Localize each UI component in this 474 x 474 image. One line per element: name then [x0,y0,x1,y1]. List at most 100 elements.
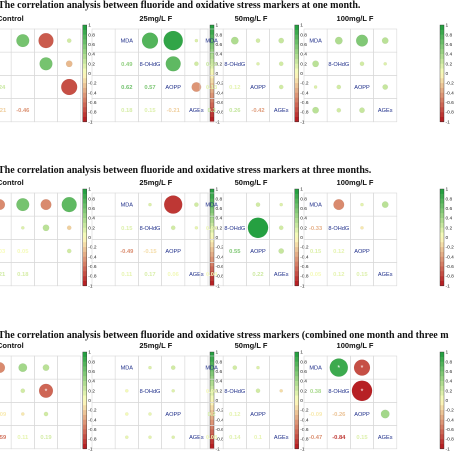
colorbar-tick: -0.8 [88,274,97,280]
grid-cell [373,425,398,450]
correlation-value: 0.12 [229,412,240,418]
colorbar-segment [82,232,87,238]
colorbar-segment [82,54,87,60]
correlation-circle [60,78,78,96]
colorbar-segment [210,271,214,277]
correlation-value: 0.55 [229,249,241,255]
colorbar-segment [294,385,299,392]
colorbar-segment [210,385,214,392]
colorbar-tick: -0.6 [216,427,225,433]
colorbar-tick: 0 [216,398,219,404]
grid-cell [57,425,82,450]
colorbar-segment [210,371,214,377]
colorbar-tick: -0.6 [300,264,309,270]
correlation-circle [383,61,388,66]
colorbar-segment [82,189,87,195]
colorbar-segment [82,385,87,392]
colorbar-segment [82,49,87,55]
colorbar-tick: 0.6 [446,206,453,212]
grid-cell [269,425,294,450]
colorbar-segment [440,429,444,435]
colorbar-segment [210,112,214,118]
colorbar-tick: 0.4 [446,52,453,58]
colorbar-tick: -1 [216,446,221,452]
colorbar-segment [294,213,299,219]
colorbar-segment [210,87,214,94]
colorbar-segment [210,439,214,445]
colorbar-segment [294,410,299,416]
grid-cell [184,425,209,450]
colorbar-tick: -1 [300,283,305,289]
panel-1-figure-1: Control0.24-0.21-0.4610.80.60.40.20-0.2-… [0,14,97,125]
colorbar-tick: -0.6 [446,427,455,433]
correlation-circle [278,225,284,231]
colorbar-segment [82,251,87,258]
correlation-value: -0.59 [0,435,7,441]
variable-label: AOPP [354,412,370,418]
variable-label: AOPP [354,85,370,91]
correlation-value: 0.14 [229,435,241,441]
colorbar-tick: 0.2 [216,388,223,394]
colorbar-segment [440,232,444,238]
variable-label: MDA [121,203,134,209]
colorbar-segment [294,443,299,450]
grid-cell [57,355,82,380]
correlation-circle [148,435,152,440]
colorbar-tick: 0.2 [446,388,453,394]
colorbar-tick: 1 [88,23,91,29]
colorbar-tick: -0.2 [88,408,97,414]
colorbar-segment [294,361,299,367]
colorbar-tick: 0 [216,71,219,77]
panel-4-figure-2: 100mg/L F MDA 8-OHdG AOPP AGEs -0.33 0.15 0.12 0… [303,178,454,289]
correlation-circle [312,60,320,68]
correlation-circle [329,358,349,377]
variable-label: 8-OHdG [224,226,245,232]
colorbar-tick: 0.8 [446,196,453,202]
correlation-value: 0.05 [310,272,322,278]
colorbar-segment [82,218,87,224]
variable-label: AGEs [189,108,204,114]
colorbar-tick: -0.8 [300,274,309,280]
colorbar-tick: -0.2 [216,245,225,251]
colorbar-segment [440,189,444,195]
colorbar-segment [294,261,299,267]
colorbar-segment [294,376,299,382]
variable-label: AOPP [165,249,181,255]
colorbar-segment [440,68,444,74]
colorbar-segment [82,68,87,74]
colorbar-tick: -0.2 [88,245,97,251]
colorbar-segment [440,410,444,416]
colorbar-segment [82,271,87,277]
correlation-circle [278,61,284,67]
correlation-circle [141,32,159,49]
colorbar-segment [210,116,214,123]
panel-title: 50mg/L F [235,178,268,187]
colorbar-segment [210,242,214,248]
colorbar-segment [440,39,444,45]
grid-cell [10,75,35,99]
colorbar-segment [210,256,214,262]
panel-3-figure-1: 50mg/L F MDA 8-OHdG AOPP AGEs 0.25 0.13 0.12 0.3… [199,14,309,125]
colorbar-tick: -1 [88,446,93,452]
colorbar-segment [82,58,87,65]
colorbar-segment [294,222,299,229]
colorbar-segment [440,222,444,229]
colorbar-tick: 0 [300,398,303,404]
colorbar-segment [210,58,214,65]
colorbar-segment [210,237,214,243]
correlation-circle [255,388,261,394]
colorbar-segment [294,83,299,89]
colorbar-tick: -0.8 [88,437,97,443]
colorbar-segment [82,376,87,382]
colorbar-segment [294,25,299,31]
colorbar-segment [210,189,214,195]
grid-cell [10,51,35,76]
colorbar-segment [294,97,299,103]
colorbar-segment [82,203,87,209]
colorbar-segment [440,414,444,421]
grid-cell [34,239,58,263]
colorbar-segment [82,371,87,377]
correlation-value: 0.06 [168,272,180,278]
grid-cell [34,262,58,287]
